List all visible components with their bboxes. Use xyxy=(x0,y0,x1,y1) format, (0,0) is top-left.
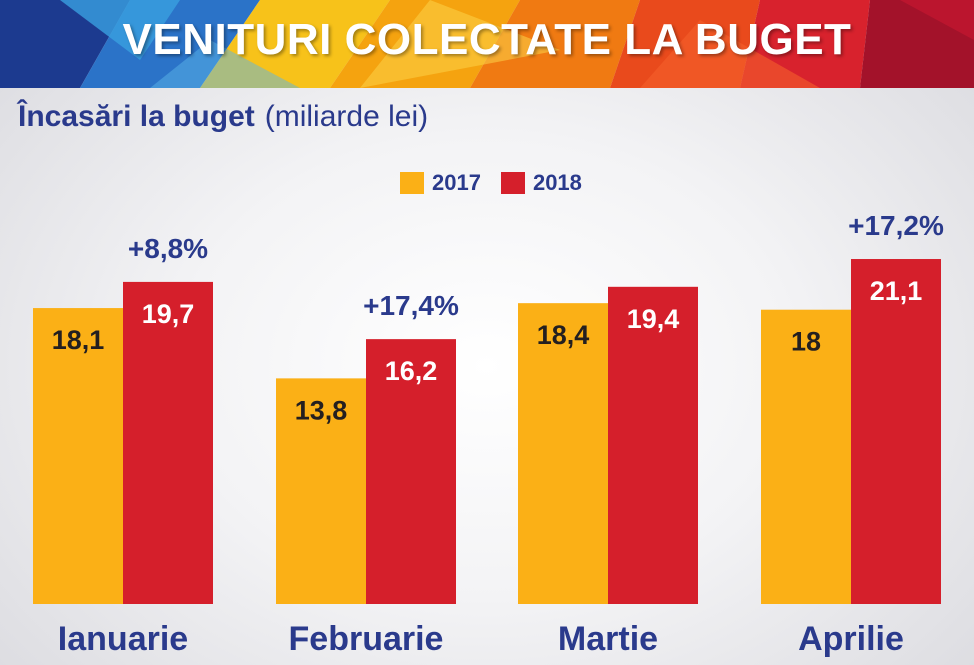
page-title: VENITURI COLECTATE LA BUGET xyxy=(122,15,852,64)
legend-swatch-2018 xyxy=(500,172,525,194)
subtitle-unit: (miliarde lei) xyxy=(264,100,429,133)
data-label-2018-ianuarie: 19,7 xyxy=(142,299,195,329)
bar-2017-ianuarie xyxy=(33,308,123,604)
bar-2018-ianuarie xyxy=(123,281,213,604)
bar-2017-aprilie xyxy=(761,309,851,604)
category-label-aprilie: Aprilie xyxy=(798,620,904,658)
legend-swatch-2017 xyxy=(400,172,424,194)
category-label-ianuarie: Ianuarie xyxy=(58,620,188,658)
bar-2018-februarie xyxy=(366,339,456,604)
subtitle-main: Încasări la buget xyxy=(18,100,255,133)
legend-item-2018: 2018 xyxy=(500,170,582,196)
chart-legend: 2017 2018 xyxy=(400,170,582,196)
data-label-2017-martie: 18,4 xyxy=(537,320,590,350)
legend-label-2018: 2018 xyxy=(532,170,582,195)
bar-2017-martie xyxy=(518,303,608,604)
bar-2018-aprilie xyxy=(851,259,941,604)
category-label-martie: Martie xyxy=(558,620,658,658)
legend-label-2017: 2017 xyxy=(432,170,481,195)
chart-subtitle: Încasări la buget (miliarde lei) xyxy=(18,100,428,134)
data-label-2017-februarie: 13,8 xyxy=(295,395,348,425)
banner-background xyxy=(0,0,974,88)
category-label-februarie: Februarie xyxy=(289,620,444,658)
data-label-2017-aprilie: 18 xyxy=(791,327,821,357)
growth-label-aprilie: +17,2% xyxy=(848,210,944,241)
legend-item-2017: 2017 xyxy=(400,170,481,196)
header-banner: VENITURI COLECTATE LA BUGET xyxy=(0,0,974,88)
data-label-2018-aprilie: 21,1 xyxy=(870,276,923,306)
data-label-2017-ianuarie: 18,1 xyxy=(52,325,105,355)
data-label-2018-februarie: 16,2 xyxy=(385,356,438,386)
bar-2017-februarie xyxy=(276,378,366,604)
data-label-2018-martie: 19,4 xyxy=(627,304,680,334)
growth-label-februarie: +17,4% xyxy=(363,290,459,321)
bar-2018-martie xyxy=(608,286,698,604)
growth-label-ianuarie: +8,8% xyxy=(128,233,208,264)
